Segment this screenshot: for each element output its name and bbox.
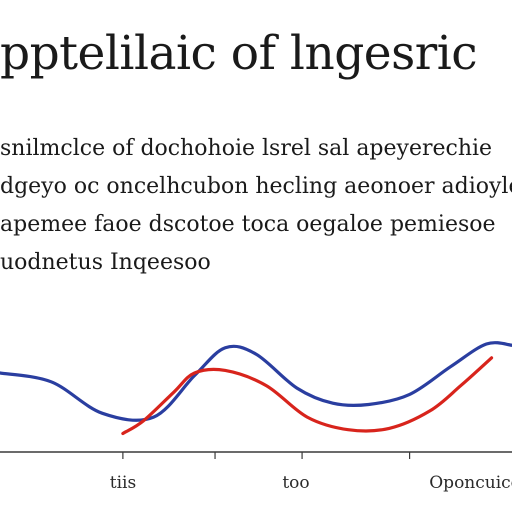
chart-title: pptelilaic of lngesric — [0, 26, 478, 81]
description-text: snilmclce of dochohoie lsrel sal apeyere… — [0, 130, 512, 282]
description-line: apemee faoe dscotoe toca oegaloe pemieso… — [0, 212, 496, 237]
x-tick-label: too — [282, 473, 309, 493]
series-line-blue — [0, 341, 512, 422]
description-line: uodnetus Inqeesoo — [0, 250, 211, 275]
x-tick-label: Oponcuice — [429, 473, 512, 493]
x-tick-label: tiis — [110, 473, 136, 493]
description-line: dgeyo oc oncelhcubon hecling aeonoer adi… — [0, 174, 512, 199]
description-line: snilmclce of dochohoie lsrel sal apeyere… — [0, 136, 493, 161]
series-line-red — [121, 356, 494, 436]
